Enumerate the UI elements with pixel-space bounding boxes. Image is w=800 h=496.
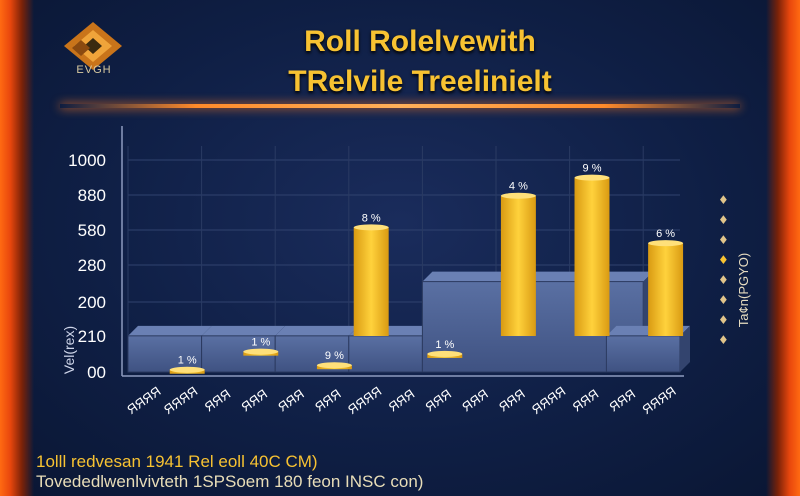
bar-body bbox=[353, 227, 389, 336]
bar-cap bbox=[500, 192, 536, 199]
bar-value-label: 9 % bbox=[583, 163, 602, 175]
bar-value-label: 6 % bbox=[656, 228, 675, 240]
bar-value-label: 8 % bbox=[362, 212, 381, 224]
x-category-label: ЯЯЯЯ bbox=[345, 383, 384, 417]
chart-area: 1 % 1 % 9 % 8 % 1 % 4 % 9 % 6 % 1000 880 580 280 20… bbox=[61, 126, 751, 417]
title-line-2: TRelvile Treelinielt bbox=[288, 65, 552, 98]
bar-cap bbox=[574, 174, 610, 181]
y-tick-labels: 1000 880 580 280 200 210 00 bbox=[68, 151, 106, 382]
bar-value-label: 1 % bbox=[435, 339, 454, 351]
base-block-side bbox=[680, 325, 690, 372]
bar: 9 % bbox=[316, 350, 352, 370]
bar-body bbox=[574, 177, 610, 336]
bar-cap bbox=[353, 224, 389, 231]
x-category-label: ЯЯЯЯ bbox=[529, 383, 568, 417]
legend-text: Ta¢n(PGYO) bbox=[736, 253, 751, 327]
footer-line-2: Tovededlwenlvivteth 1SPSoem 180 feon INS… bbox=[36, 472, 424, 491]
base-block bbox=[201, 325, 286, 373]
x-category-label: ЯЯЯ bbox=[459, 386, 491, 414]
bar: 1 % bbox=[427, 339, 463, 358]
footer: 1olll redvesan 1941 Rel eoll 40C CM) Tov… bbox=[36, 452, 776, 492]
legend-marker: ♦ bbox=[718, 273, 729, 287]
left-edge-glow bbox=[0, 0, 34, 496]
bar: 9 % bbox=[574, 163, 610, 336]
x-category-label: ЯЯЯЯ bbox=[124, 383, 163, 417]
y-tick-label: 580 bbox=[78, 221, 106, 240]
legend-marker: ♦ bbox=[718, 333, 729, 347]
base-block-top bbox=[422, 271, 654, 282]
bar: 1 % bbox=[243, 337, 279, 356]
logo-text: EVGH bbox=[76, 64, 112, 76]
title-line-1: Roll Rolelvewith bbox=[304, 25, 536, 58]
y-tick-label: 00 bbox=[87, 363, 106, 382]
legend-marker: ♦ bbox=[718, 213, 729, 227]
bar: 6 % bbox=[648, 228, 684, 336]
title-divider bbox=[60, 104, 740, 108]
x-category-label: ЯЯЯ bbox=[312, 386, 344, 414]
base-block-front bbox=[127, 335, 203, 373]
x-category-label: ЯЯЯ bbox=[275, 386, 307, 414]
base-block-top bbox=[275, 325, 359, 336]
y-tick-label: 210 bbox=[78, 327, 106, 346]
bar-cap bbox=[427, 350, 463, 357]
bar-body bbox=[648, 243, 684, 336]
bar-cap bbox=[316, 362, 352, 369]
legend: ♦ ♦ ♦ ♦ ♦ ♦ ♦ ♦ Ta¢n(PGYO) bbox=[718, 193, 751, 347]
bar-cap bbox=[648, 240, 684, 247]
bar-value-label: 9 % bbox=[325, 350, 344, 362]
bar-value-label: 4 % bbox=[509, 181, 528, 193]
legend-marker: ♦ bbox=[718, 313, 729, 327]
bar-value-label: 1 % bbox=[251, 337, 270, 349]
y-tick-label: 880 bbox=[78, 186, 106, 205]
y-tick-label: 1000 bbox=[68, 151, 106, 170]
bar-value-label: 1 % bbox=[178, 355, 197, 367]
axes bbox=[121, 126, 684, 377]
x-category-label: ЯЯЯЯ bbox=[639, 383, 678, 417]
right-edge-glow bbox=[766, 0, 800, 496]
y-axis-label: Vel(rex) bbox=[61, 326, 77, 374]
x-category-label: ЯЯЯ bbox=[496, 386, 528, 414]
legend-marker: ♦ bbox=[718, 253, 729, 267]
highlight-bars: 1 % 1 % 9 % 8 % 1 % 4 % 9 % 6 % bbox=[169, 163, 684, 374]
x-category-label: ЯЯЯ bbox=[202, 386, 234, 414]
legend-marker: ♦ bbox=[718, 233, 729, 247]
x-category-label: ЯЯЯ bbox=[386, 386, 418, 414]
y-tick-label: 200 bbox=[78, 293, 106, 312]
bar: 4 % bbox=[500, 181, 536, 336]
bar: 8 % bbox=[353, 212, 389, 336]
legend-marker: ♦ bbox=[718, 193, 729, 207]
logo-icon bbox=[64, 22, 122, 70]
x-category-label: ЯЯЯ bbox=[570, 386, 602, 414]
x-category-label: ЯЯЯЯ bbox=[161, 383, 200, 417]
footer-line-1: 1olll redvesan 1941 Rel eoll 40C CM) bbox=[36, 452, 318, 471]
base-block bbox=[127, 325, 212, 373]
base-block-front bbox=[605, 335, 681, 373]
base-block-top bbox=[128, 325, 212, 336]
base-block bbox=[605, 325, 690, 373]
x-category-label: ЯЯЯ bbox=[606, 386, 638, 414]
legend-marker: ♦ bbox=[718, 293, 729, 307]
bar: 1 % bbox=[169, 355, 205, 374]
chart-title: Roll Rolelvewith TRelvile Treelinielt bbox=[150, 22, 690, 102]
x-category-label: ЯЯЯ bbox=[422, 386, 454, 414]
bar-cap bbox=[243, 348, 279, 355]
y-tick-label: 280 bbox=[78, 256, 106, 275]
base-block-front bbox=[348, 335, 423, 373]
bar-body bbox=[500, 195, 536, 336]
bar-cap bbox=[169, 366, 205, 373]
base-block-top bbox=[201, 325, 286, 336]
x-category-label: ЯЯЯ bbox=[238, 386, 270, 414]
